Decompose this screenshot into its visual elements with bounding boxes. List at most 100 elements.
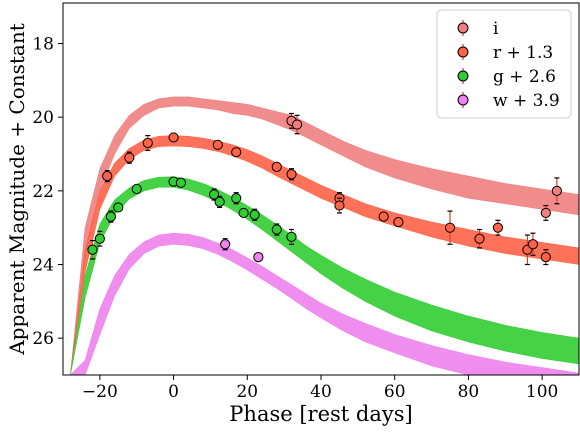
data-point (271, 223, 282, 236)
point-marker (378, 211, 389, 222)
legend-entry: w + 3.9 (457, 91, 560, 111)
legend-label: r + 1.3 (493, 43, 553, 63)
data-point (286, 168, 297, 181)
data-point (142, 134, 153, 151)
point-marker (87, 244, 98, 255)
legend: i r + 1.3 g + 2.6 w + 3.9 (436, 9, 572, 119)
model-band-0 (70, 96, 579, 375)
point-marker (334, 200, 345, 211)
point-marker (253, 252, 264, 263)
point-marker (444, 222, 456, 233)
y-tick-label: 18 (32, 35, 54, 55)
data-point (286, 228, 297, 245)
data-point (238, 207, 249, 219)
point-marker (551, 185, 562, 196)
legend-entry: r + 1.3 (457, 43, 553, 63)
legend-marker (457, 22, 469, 34)
point-marker (249, 209, 260, 220)
x-tick-label: 80 (458, 382, 480, 402)
data-point (124, 151, 135, 164)
y-tick-label: 20 (32, 108, 54, 128)
data-point (113, 202, 124, 213)
data-point (334, 197, 345, 214)
legend-label: i (493, 19, 499, 39)
data-point (168, 132, 179, 143)
data-point (231, 192, 242, 205)
legend-entry: g + 2.6 (457, 67, 556, 87)
point-marker (124, 152, 135, 163)
point-marker (540, 252, 551, 263)
point-marker (238, 207, 249, 219)
y-axis-label: Apparent Magnitude + Constant (5, 23, 29, 356)
legend-marker (457, 70, 469, 82)
point-marker (271, 161, 282, 173)
data-point (94, 230, 105, 247)
data-point (474, 228, 485, 249)
data-point (253, 252, 264, 263)
model-band-3 (69, 232, 579, 375)
data-point (212, 139, 223, 150)
model-band-1 (70, 135, 579, 375)
y-axis-ticks: 18 20 22 24 26 (32, 35, 63, 349)
x-tick-label: 60 (384, 382, 406, 402)
model-bands (69, 96, 579, 375)
data-point (540, 204, 551, 221)
point-marker (231, 147, 242, 158)
data-point (220, 238, 231, 251)
point-marker (175, 177, 187, 188)
legend-marker (457, 46, 469, 58)
data-points (87, 112, 562, 266)
legend-box (436, 9, 572, 119)
point-marker (540, 207, 551, 219)
point-marker (527, 239, 539, 250)
data-point (378, 211, 389, 222)
point-marker (212, 139, 223, 150)
point-marker (142, 137, 153, 149)
y-tick-label: 24 (32, 256, 54, 276)
y-tick-label: 22 (32, 182, 54, 202)
legend-label: w + 3.9 (493, 91, 560, 111)
x-tick-label: 40 (310, 382, 332, 402)
data-point (540, 249, 551, 266)
data-point (551, 177, 562, 205)
point-marker (220, 239, 231, 250)
point-marker (102, 171, 113, 182)
point-marker (286, 231, 297, 242)
data-point (249, 208, 260, 221)
point-marker (474, 233, 485, 244)
point-marker (393, 217, 404, 228)
point-marker (168, 132, 179, 143)
data-point (492, 219, 504, 236)
data-point (444, 210, 456, 245)
data-point (87, 239, 98, 260)
point-marker (271, 224, 282, 235)
legend-entry: i (457, 19, 499, 39)
x-tick-label: 0 (168, 382, 179, 402)
data-point (209, 188, 220, 201)
point-marker (105, 211, 117, 222)
x-axis-ticks: −20 0 20 40 60 80 100 (82, 375, 558, 402)
data-point (291, 114, 303, 135)
x-tick-label: −20 (82, 382, 118, 402)
point-marker (214, 196, 225, 207)
data-point (105, 210, 117, 223)
data-point (231, 147, 242, 158)
x-axis-label: Phase [rest days] (229, 402, 412, 426)
data-point (131, 183, 142, 195)
point-marker (113, 202, 124, 213)
point-marker (492, 222, 504, 233)
data-point (175, 177, 187, 188)
x-tick-label: 100 (526, 382, 558, 402)
data-point (271, 161, 282, 173)
legend-marker (457, 94, 469, 106)
point-marker (131, 183, 142, 195)
data-point (102, 169, 113, 183)
point-marker (231, 193, 242, 204)
data-point (214, 195, 225, 209)
point-marker (209, 189, 220, 200)
legend-label: g + 2.6 (493, 67, 556, 87)
data-point (393, 217, 404, 228)
point-marker (94, 233, 105, 244)
point-marker (291, 119, 303, 130)
